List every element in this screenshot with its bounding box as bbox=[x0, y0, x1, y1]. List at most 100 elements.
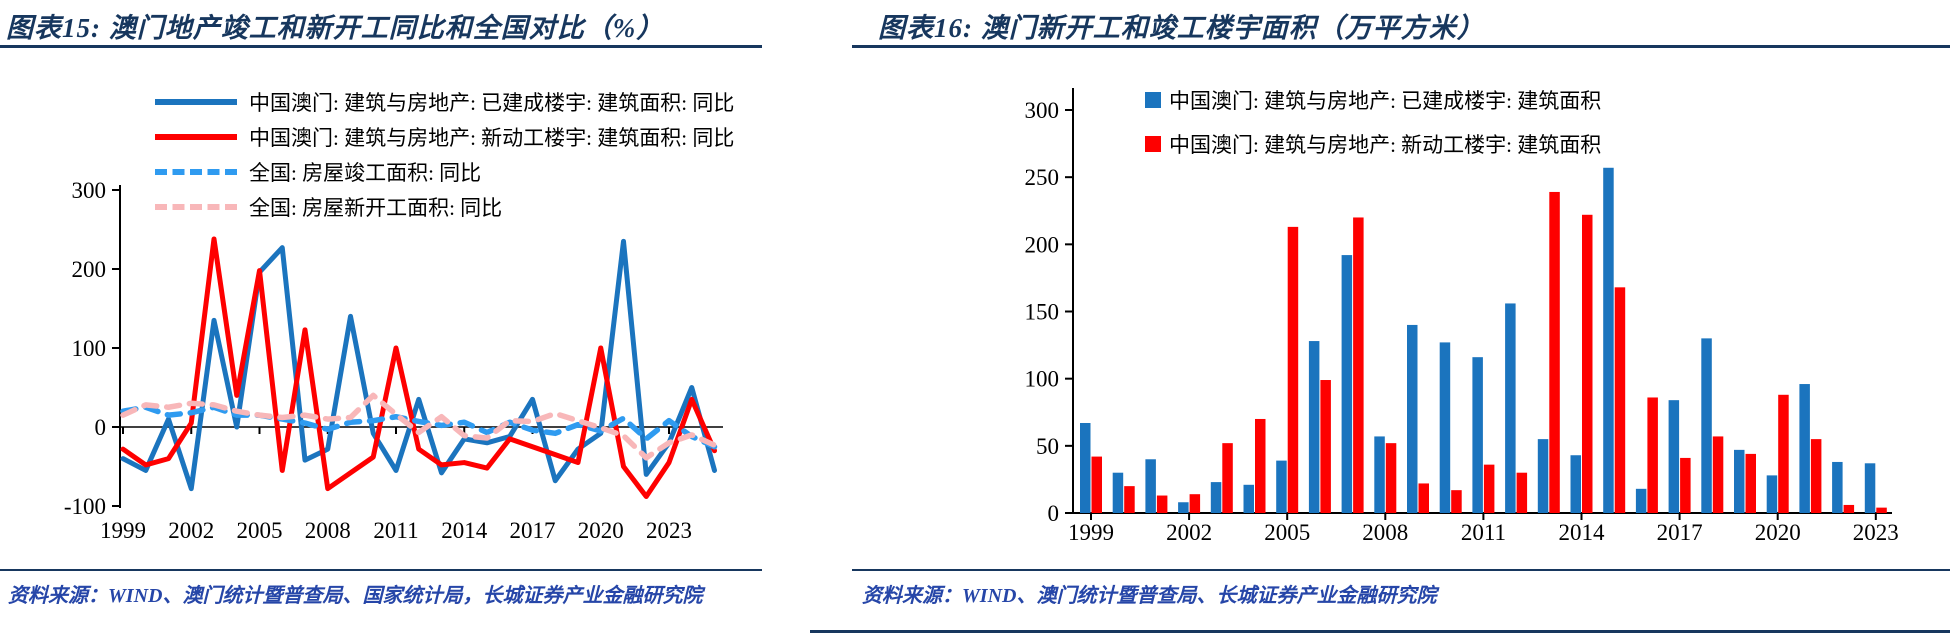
fig15-x-tick-label: 1999 bbox=[100, 518, 146, 543]
fig16-bar-completed-2018 bbox=[1701, 338, 1712, 513]
fig15-y-tick-label: 300 bbox=[72, 178, 107, 203]
fig16-bar-completed-2007 bbox=[1341, 255, 1353, 513]
fig15-series-line-3 bbox=[120, 392, 718, 461]
fig16-bar-newstart-2016 bbox=[1647, 397, 1658, 513]
fig16-bar-completed-2016 bbox=[1635, 488, 1647, 513]
fig16-bar-newstart-2013 bbox=[1549, 191, 1560, 513]
legend-item: 中国澳门: 建筑与房地产: 新动工楼宇: 建筑面积 bbox=[1145, 122, 1601, 166]
fig16-bar-completed-2011 bbox=[1472, 357, 1483, 513]
fig16-bar-newstart-2004 bbox=[1255, 418, 1266, 513]
figure15-source: 资料来源：WIND、澳门统计暨普查局、国家统计局，长城证券产业金融研究院 bbox=[8, 585, 703, 607]
fig16-x-tick-label: 1999 bbox=[1068, 520, 1114, 545]
legend-item: 中国澳门: 建筑与房地产: 已建成楼宇: 建筑面积: 同比 bbox=[155, 84, 734, 119]
fig16-bar-completed-2014 bbox=[1570, 455, 1581, 513]
legend-label: 中国澳门: 建筑与房地产: 已建成楼宇: 建筑面积: 同比 bbox=[249, 90, 735, 115]
fig16-bar-newstart-1999 bbox=[1091, 456, 1102, 513]
fig16-bar-newstart-2018 bbox=[1712, 436, 1724, 513]
legend-label: 中国澳门: 建筑与房地产: 新动工楼宇: 建筑面积: 同比 bbox=[249, 125, 735, 150]
fig16-bar-completed-2017 bbox=[1668, 400, 1680, 513]
fig16-x-tick-label: 2008 bbox=[1362, 520, 1408, 545]
fig16-y-tick-label: 200 bbox=[1025, 232, 1060, 257]
fig16-x-tick-label: 2002 bbox=[1166, 520, 1212, 545]
fig16-bar-newstart-2000 bbox=[1124, 486, 1135, 513]
fig16-bar-completed-2004 bbox=[1243, 484, 1254, 513]
fig16-bar-newstart-2015 bbox=[1614, 287, 1626, 513]
fig16-bar-completed-2019 bbox=[1734, 449, 1745, 513]
fig16-y-tick-label: 250 bbox=[1025, 165, 1060, 190]
fig15-x-tick-label: 2023 bbox=[646, 518, 692, 543]
fig16-bar-newstart-2010 bbox=[1451, 490, 1462, 513]
fig16-bar-completed-2003 bbox=[1210, 482, 1222, 513]
line-sample-macau-completed bbox=[155, 98, 237, 105]
fig16-bar-newstart-2019 bbox=[1745, 453, 1756, 513]
fig16-bar-completed-2023 bbox=[1864, 463, 1876, 513]
legend-item: 全国: 房屋竣工面积: 同比 bbox=[155, 154, 734, 189]
swatch-macau-completed bbox=[1145, 92, 1161, 108]
legend-label: 全国: 房屋竣工面积: 同比 bbox=[249, 160, 482, 185]
fig16-bar-newstart-2006 bbox=[1320, 380, 1331, 513]
figure16-source: 资料来源：WIND、澳门统计暨普查局、长城证券产业金融研究院 bbox=[862, 585, 1437, 607]
fig16-bar-completed-2013 bbox=[1537, 439, 1549, 513]
fig15-y-tick-label: 100 bbox=[72, 336, 107, 361]
fig16-bar-completed-2005 bbox=[1276, 460, 1287, 513]
figure15-legend: 中国澳门: 建筑与房地产: 已建成楼宇: 建筑面积: 同比 中国澳门: 建筑与房… bbox=[155, 84, 734, 224]
fig16-bar-newstart-2022 bbox=[1843, 504, 1855, 513]
fig15-y-tick-label: 200 bbox=[72, 257, 107, 282]
fig16-bar-newstart-2020 bbox=[1778, 394, 1789, 513]
fig16-x-tick-label: 2005 bbox=[1264, 520, 1310, 545]
fig15-x-tick-label: 2017 bbox=[510, 518, 556, 543]
fig16-bar-completed-2020 bbox=[1766, 475, 1778, 513]
fig16-x-tick-label: 2017 bbox=[1657, 520, 1703, 545]
fig16-bar-completed-2022 bbox=[1832, 461, 1843, 513]
fig16-x-tick-label: 2011 bbox=[1461, 520, 1506, 545]
line-sample-national-newstart bbox=[155, 203, 237, 210]
fig16-y-tick-label: 0 bbox=[1048, 501, 1060, 526]
fig15-series-line-2 bbox=[120, 404, 718, 450]
figure15-title: 图表15: 澳门地产竣工和新开工同比和全国对比（%） bbox=[6, 13, 665, 43]
figure15-title-underline bbox=[0, 45, 762, 48]
fig16-y-tick-label: 100 bbox=[1025, 367, 1060, 392]
fig15-x-tick-label: 2020 bbox=[578, 518, 624, 543]
fig15-x-tick-label: 2005 bbox=[237, 518, 283, 543]
figure16-title: 图表16: 澳门新开工和竣工楼宇面积（万平方米） bbox=[878, 13, 1485, 43]
figure16-bottom-rule bbox=[810, 630, 1950, 633]
fig16-bar-newstart-2005 bbox=[1287, 226, 1299, 513]
fig16-y-tick-label: 300 bbox=[1025, 98, 1060, 123]
fig16-bar-completed-2009 bbox=[1407, 324, 1418, 513]
fig16-bar-newstart-2001 bbox=[1156, 495, 1168, 513]
fig15-x-tick-label: 2002 bbox=[168, 518, 214, 543]
fig16-bar-completed-1999 bbox=[1080, 422, 1091, 513]
figure16-source-separator bbox=[852, 569, 1950, 571]
fig16-bar-newstart-2003 bbox=[1222, 443, 1233, 513]
legend-item: 中国澳门: 建筑与房地产: 新动工楼宇: 建筑面积: 同比 bbox=[155, 119, 734, 154]
fig15-x-tick-label: 2008 bbox=[305, 518, 351, 543]
legend-item: 中国澳门: 建筑与房地产: 已建成楼宇: 建筑面积 bbox=[1145, 78, 1601, 122]
fig15-x-tick-label: 2014 bbox=[441, 518, 488, 543]
figure15-source-separator bbox=[0, 569, 762, 571]
fig16-bar-newstart-2007 bbox=[1353, 217, 1364, 513]
fig16-bar-completed-2012 bbox=[1505, 303, 1516, 513]
fig15-x-tick-label: 2011 bbox=[373, 518, 418, 543]
legend-item: 全国: 房屋新开工面积: 同比 bbox=[155, 189, 734, 224]
line-sample-macau-newstart bbox=[155, 133, 237, 140]
fig15-series-line-1 bbox=[120, 236, 717, 500]
fig16-bar-completed-2002 bbox=[1178, 502, 1189, 513]
fig16-bar-completed-2015 bbox=[1603, 167, 1614, 513]
fig16-bar-newstart-2009 bbox=[1418, 483, 1429, 513]
fig16-bar-newstart-2014 bbox=[1582, 214, 1593, 513]
fig16-bar-newstart-2017 bbox=[1680, 457, 1691, 513]
fig16-bar-newstart-2023 bbox=[1876, 507, 1887, 513]
fig16-bar-completed-2000 bbox=[1112, 472, 1124, 513]
fig16-bar-completed-2008 bbox=[1374, 436, 1385, 513]
fig15-y-tick-label: 0 bbox=[95, 415, 107, 440]
fig16-bar-newstart-2012 bbox=[1516, 472, 1528, 513]
fig16-x-tick-label: 2020 bbox=[1755, 520, 1801, 545]
swatch-macau-newstart bbox=[1145, 136, 1161, 152]
line-sample-national-completed bbox=[155, 168, 237, 175]
fig15-series-line-0 bbox=[120, 238, 717, 492]
fig16-bar-newstart-2008 bbox=[1385, 443, 1397, 513]
fig16-bar-newstart-2011 bbox=[1483, 464, 1495, 513]
fig16-y-tick-label: 50 bbox=[1036, 434, 1059, 459]
